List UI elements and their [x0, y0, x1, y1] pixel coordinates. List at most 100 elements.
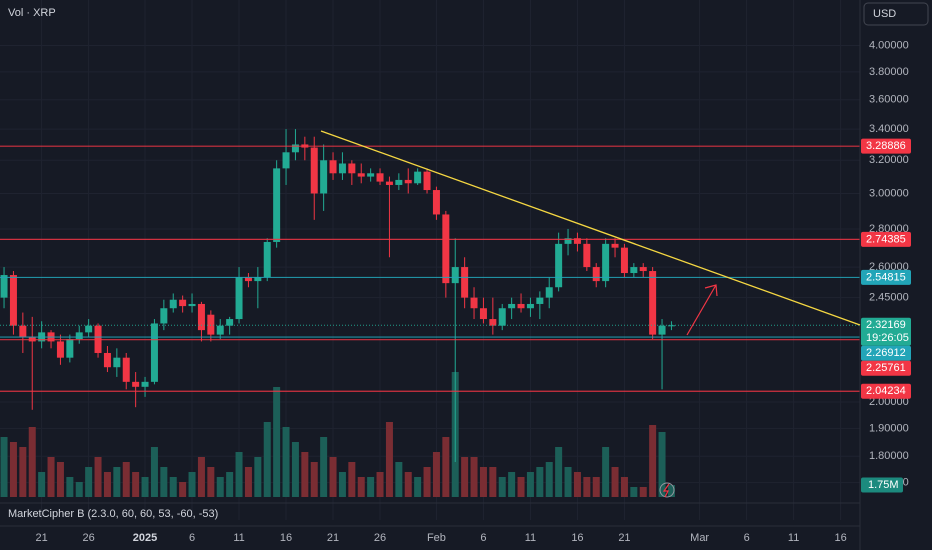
volume-bar	[291, 442, 299, 497]
candle-body	[517, 303, 525, 309]
candle-body	[291, 144, 299, 153]
candle-body	[254, 277, 262, 282]
candle-body	[19, 325, 27, 337]
x-tick-label: 26	[83, 532, 95, 544]
volume-bar	[188, 472, 196, 497]
y-tick-label: 1.90000	[869, 422, 909, 434]
candle-body	[273, 168, 281, 242]
candle-body	[188, 303, 196, 307]
icon-bolt[interactable]	[662, 483, 670, 498]
candle-body	[282, 152, 290, 169]
price-badge	[861, 138, 911, 154]
candle-body	[583, 243, 591, 268]
volume-bar	[423, 467, 431, 497]
volume-bar	[573, 472, 581, 497]
candle-body	[630, 267, 638, 274]
candle-body	[573, 238, 581, 244]
volume-bar	[639, 487, 647, 497]
price-badge-label: 2.74385	[866, 233, 906, 245]
volume-bar	[517, 477, 525, 497]
volume-bar	[461, 457, 469, 497]
volume-badge	[861, 477, 903, 493]
candle-body	[602, 243, 610, 282]
y-tick-label: 2.45000	[869, 292, 909, 304]
volume-badge-label: 1.75M	[868, 479, 899, 491]
candle-body	[555, 243, 563, 288]
x-tick-label: Mar	[690, 532, 709, 544]
volume-bar	[56, 462, 64, 497]
volume-bar	[28, 427, 36, 497]
candle-body	[385, 181, 393, 185]
y-tick-label: 3.20000	[869, 154, 909, 166]
candle-body	[526, 303, 534, 309]
candle-body	[357, 173, 365, 177]
grid	[0, 0, 860, 520]
replay-icon[interactable]	[659, 482, 675, 498]
volume-bar	[470, 457, 478, 497]
price-badge	[861, 383, 911, 399]
candle-body	[404, 179, 412, 184]
volume-bar	[122, 462, 130, 497]
candle-body	[611, 243, 619, 248]
y-tick-label: 3.00000	[869, 187, 909, 199]
volume-bar	[489, 467, 497, 497]
volume-bar	[564, 467, 572, 497]
currency-label[interactable]: USD	[873, 8, 896, 20]
candle-body	[338, 163, 346, 174]
candle-body	[216, 325, 224, 335]
volume-bar	[103, 472, 111, 497]
volume-bar	[630, 487, 638, 497]
x-tick-label: 16	[571, 532, 583, 544]
volume-bar	[216, 477, 224, 497]
currency-button[interactable]	[863, 2, 929, 26]
volume-bar	[85, 467, 93, 497]
volume-bar	[367, 477, 375, 497]
icon-circle[interactable]	[659, 482, 675, 498]
volume-bar	[75, 482, 83, 497]
x-tick-label: 21	[327, 532, 339, 544]
candle-body	[226, 319, 234, 326]
volume-bar	[442, 437, 450, 497]
candle-body	[658, 325, 666, 335]
volume-bar	[244, 467, 252, 497]
y-tick-label: 2.80000	[869, 223, 909, 235]
arrow	[686, 284, 718, 336]
price-badge-label: 3.28886	[866, 140, 906, 152]
x-tick-label: 11	[233, 532, 244, 544]
x-tick-label: 26	[374, 532, 386, 544]
volume-bar	[620, 477, 628, 497]
volume-bar	[254, 457, 262, 497]
volume-bar	[498, 477, 506, 497]
candle-body	[113, 357, 121, 368]
x-tick-label: 16	[835, 532, 847, 544]
volume-bar	[376, 472, 384, 497]
candle-body	[160, 308, 168, 324]
volume-bar	[329, 457, 337, 497]
volume-bar	[132, 472, 140, 497]
candle-body	[150, 323, 158, 382]
x-tick-label: 21	[36, 532, 48, 544]
candle-body	[564, 238, 572, 244]
x-tick-label: 21	[618, 532, 630, 544]
chart-title: Vol · XRP	[8, 7, 56, 19]
volume-bar	[555, 447, 563, 497]
candle-body	[414, 171, 422, 184]
arrow-shaft	[686, 284, 717, 336]
x-tick-label: 11	[788, 532, 799, 544]
candle-body	[179, 299, 187, 307]
volume-bar	[179, 482, 187, 497]
y-tick-label: 2.00000	[869, 396, 909, 408]
arrow-head	[704, 284, 718, 297]
volume-bar	[385, 422, 393, 497]
candle-body	[376, 173, 384, 182]
volume-bar	[38, 472, 46, 497]
candle-body	[329, 160, 337, 174]
volume-bar	[273, 387, 281, 497]
candle-body	[479, 308, 487, 320]
candle-body	[263, 241, 271, 278]
price-badge	[861, 345, 911, 361]
volume-bar	[9, 442, 17, 497]
candle-body	[667, 325, 675, 327]
volume-bar	[207, 467, 215, 497]
volume-bar	[338, 472, 346, 497]
